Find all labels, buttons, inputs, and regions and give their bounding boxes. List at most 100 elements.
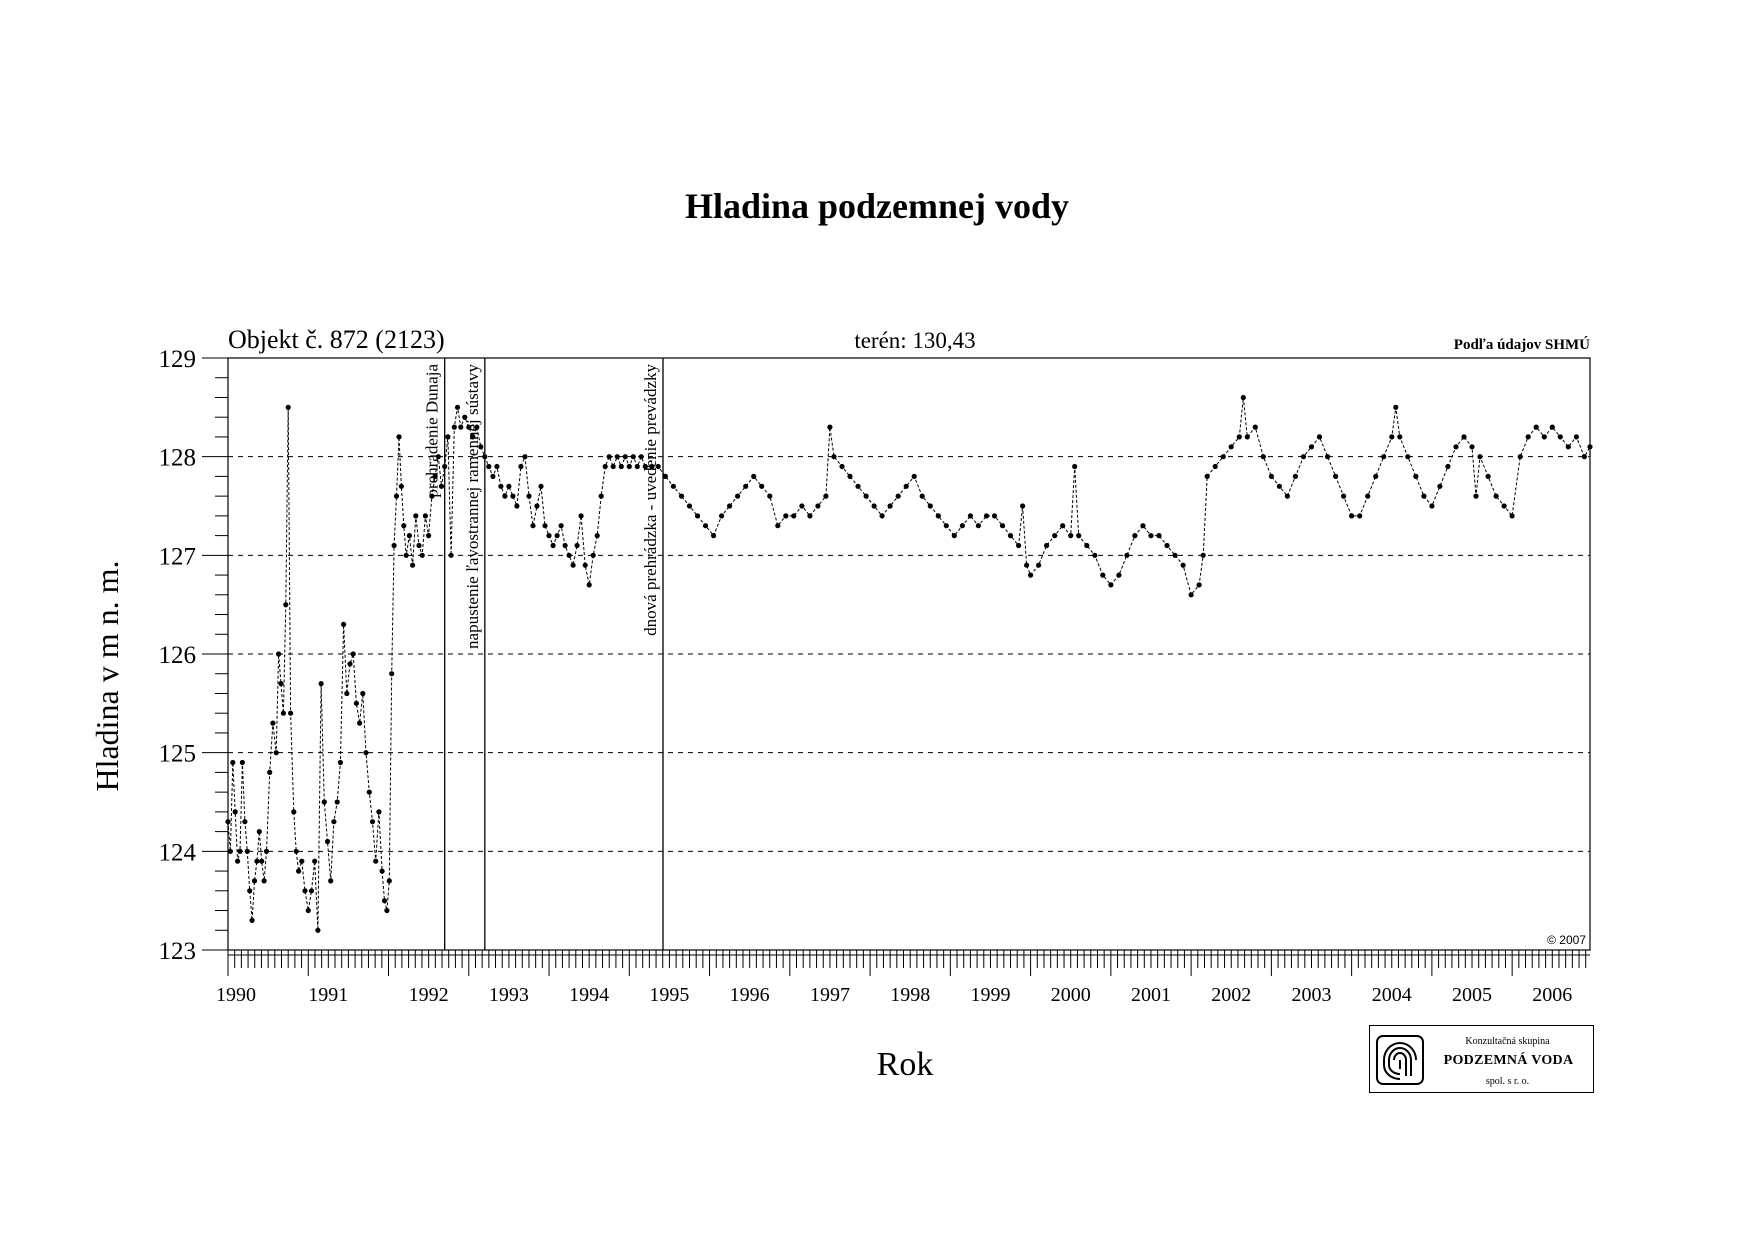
- data-point: [259, 858, 265, 864]
- data-point: [1308, 444, 1315, 450]
- data-point: [1284, 493, 1290, 499]
- data-point: [1549, 424, 1555, 430]
- data-point: [256, 829, 262, 835]
- data-point: [1068, 533, 1074, 539]
- data-point: [308, 888, 315, 894]
- data-point: [1196, 582, 1202, 588]
- data-point: [410, 562, 416, 568]
- data-point: [670, 483, 677, 489]
- data-point: [879, 513, 885, 519]
- data-point: [305, 907, 311, 914]
- data-point: [369, 819, 376, 825]
- logo-icon: [1376, 1035, 1424, 1085]
- data-point: [799, 503, 805, 509]
- data-point: [1393, 404, 1399, 410]
- data-point: [445, 434, 451, 440]
- data-point: [871, 503, 877, 509]
- data-point: [626, 463, 632, 470]
- y-tick-label: 125: [159, 741, 197, 768]
- data-point: [618, 463, 624, 470]
- data-point: [357, 720, 363, 726]
- data-point: [594, 533, 600, 539]
- data-point: [328, 878, 334, 884]
- data-point: [1240, 394, 1246, 401]
- data-point: [735, 493, 741, 499]
- event-label: napustenie ľavostrannej ramennej sústavy: [463, 364, 482, 649]
- x-tick-label: 2004: [1372, 984, 1412, 1006]
- data-point: [1052, 533, 1058, 539]
- data-point: [494, 463, 500, 470]
- data-point: [983, 513, 990, 519]
- data-point: [1260, 454, 1266, 460]
- data-point: [649, 463, 655, 470]
- data-point: [239, 759, 245, 766]
- data-point: [1445, 463, 1451, 470]
- x-tick-label: 1999: [970, 984, 1010, 1006]
- data-point: [344, 690, 350, 697]
- data-point: [678, 493, 685, 499]
- data-point: [237, 848, 243, 854]
- data-point: [254, 858, 260, 864]
- data-point: [458, 424, 464, 430]
- data-point: [606, 454, 612, 460]
- data-point: [283, 602, 289, 608]
- data-point: [655, 463, 661, 470]
- data-point: [702, 523, 709, 529]
- data-point: [291, 809, 297, 815]
- data-point: [227, 848, 233, 854]
- data-point: [751, 473, 757, 479]
- data-point: [413, 513, 419, 519]
- data-point: [1525, 434, 1531, 440]
- data-point: [242, 819, 248, 825]
- data-point: [379, 868, 385, 874]
- data-point: [1581, 454, 1587, 460]
- data-point: [967, 513, 974, 519]
- data-point: [244, 848, 250, 854]
- chart-title: Hladina podzemnej vody: [685, 186, 1069, 226]
- data-point: [288, 710, 294, 716]
- data-point: [1300, 454, 1307, 460]
- data-point: [1333, 473, 1339, 479]
- data-point: [419, 552, 425, 558]
- data-point: [686, 503, 693, 509]
- data-point: [943, 523, 949, 529]
- data-point: [438, 483, 445, 489]
- data-point: [273, 750, 279, 756]
- y-tick-label: 123: [159, 938, 197, 965]
- data-point: [863, 493, 869, 499]
- data-point: [426, 533, 432, 539]
- data-point: [401, 523, 407, 529]
- data-point: [396, 434, 402, 440]
- data-point: [337, 759, 343, 766]
- data-point: [386, 878, 392, 884]
- logo-line-3: spol. s r. o.: [1485, 1076, 1530, 1087]
- data-point: [855, 483, 861, 489]
- data-point: [927, 503, 933, 509]
- data-point: [815, 503, 821, 509]
- data-point: [474, 424, 480, 430]
- data-point: [1365, 493, 1371, 499]
- data-point: [312, 858, 318, 864]
- data-point: [451, 424, 457, 430]
- data-point: [554, 533, 560, 539]
- data-point: [490, 473, 496, 479]
- data-point: [558, 523, 564, 529]
- data-point: [727, 503, 733, 509]
- data-point: [334, 799, 340, 805]
- data-point: [353, 700, 359, 706]
- data-point: [887, 503, 893, 509]
- x-tick-label: 1991: [308, 984, 348, 1006]
- y-axis: 123 124 125 126 127 128 129: [159, 346, 228, 965]
- data-point: [1381, 454, 1387, 460]
- data-point: [235, 858, 241, 864]
- data-point: [1020, 503, 1026, 509]
- company-logo: Konzultačná skupina PODZEMNÁ VODA spol. …: [1369, 1025, 1594, 1093]
- data-point: [363, 750, 369, 756]
- data-point: [321, 799, 327, 805]
- data-point: [743, 483, 749, 489]
- data-point: [1357, 513, 1363, 519]
- data-point: [1541, 434, 1547, 440]
- data-point: [602, 463, 608, 470]
- data-point: [538, 483, 544, 489]
